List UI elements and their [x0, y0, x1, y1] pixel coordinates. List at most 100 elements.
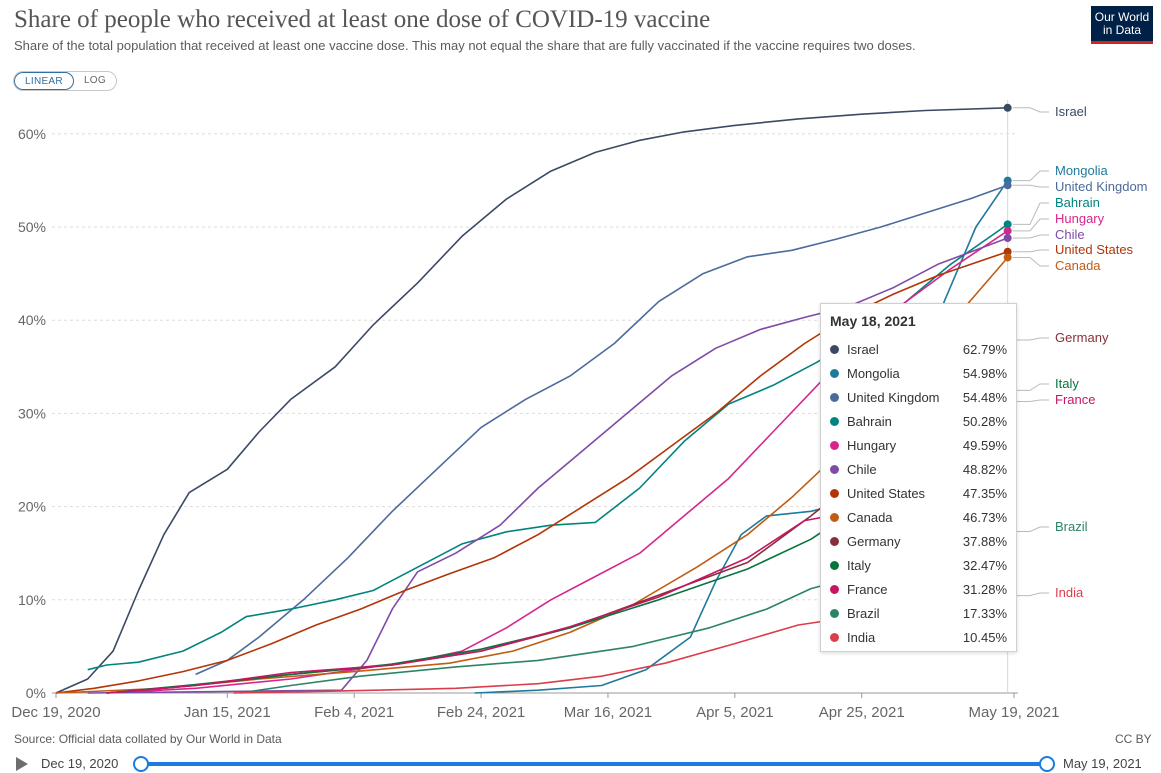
- tooltip-rows: Israel 62.79% Mongolia 54.98% United Kingdom…: [830, 337, 1007, 649]
- leader-mongolia: [1012, 170, 1049, 182]
- tooltip-series-value: 50.28%: [962, 413, 1007, 429]
- tooltip-series-name: Israel: [847, 341, 879, 357]
- log-scale-button[interactable]: LOG: [83, 75, 106, 86]
- leader-hungary: [1012, 218, 1049, 232]
- x-tick-label: Apr 25, 2021: [819, 704, 905, 721]
- tooltip-series-value: 49.59%: [962, 437, 1007, 453]
- y-tick-label: 40%: [18, 312, 46, 328]
- end-label-united-states: United States: [1055, 242, 1134, 257]
- timeline-end-handle[interactable]: [1039, 756, 1055, 772]
- end-label-israel: Israel: [1055, 104, 1087, 119]
- x-tick-label: Apr 5, 2021: [696, 704, 774, 721]
- series-color-dot-icon: [830, 584, 839, 594]
- leader-israel: [1012, 107, 1049, 113]
- owid-logo[interactable]: Our World in Data: [1091, 6, 1153, 44]
- tooltip-row: Italy 32.47%: [830, 553, 1007, 577]
- y-tick-label: 20%: [18, 499, 46, 515]
- chart-subtitle: Share of the total population that recei…: [14, 38, 916, 53]
- tooltip-series-value: 37.88%: [962, 533, 1007, 549]
- end-marker-hungary: [1003, 226, 1012, 235]
- tooltip-series-name: United States: [847, 485, 926, 501]
- leader-chile: [1012, 234, 1049, 239]
- timeline-track[interactable]: [141, 762, 1047, 766]
- tooltip-row: Israel 62.79%: [830, 337, 1007, 361]
- timeline-start-date: Dec 19, 2020: [41, 756, 119, 771]
- source-note[interactable]: Source: Official data collated by Our Wo…: [14, 732, 282, 746]
- y-tick-label: 30%: [18, 405, 46, 421]
- end-label-canada: Canada: [1055, 258, 1101, 273]
- end-label-chile: Chile: [1055, 227, 1085, 242]
- play-icon[interactable]: [16, 757, 28, 771]
- tooltip-row: United Kingdom 54.48%: [830, 385, 1007, 409]
- tooltip-series-value: 48.82%: [962, 461, 1007, 477]
- end-label-germany: Germany: [1055, 330, 1109, 345]
- x-tick-label: Feb 4, 2021: [314, 704, 394, 721]
- end-label-brazil: Brazil: [1055, 519, 1088, 534]
- series-color-dot-icon: [830, 416, 839, 426]
- tooltip-series-value: 62.79%: [962, 341, 1007, 357]
- series-color-dot-icon: [830, 512, 839, 522]
- leader-united-states: [1012, 249, 1049, 253]
- tooltip-series-value: 54.48%: [962, 389, 1007, 405]
- tooltip-row: Mongolia 54.98%: [830, 361, 1007, 385]
- end-marker-bahrain: [1003, 220, 1012, 229]
- timeline-start-handle[interactable]: [133, 756, 149, 772]
- x-tick-label: Mar 16, 2021: [564, 704, 652, 721]
- end-marker-israel: [1003, 103, 1012, 112]
- end-label-italy: Italy: [1055, 376, 1079, 391]
- tooltip-series-name: Bahrain: [847, 413, 892, 429]
- tooltip-series-name: Germany: [847, 533, 901, 549]
- tooltip-row: India 10.45%: [830, 625, 1007, 649]
- x-tick-label: May 19, 2021: [969, 704, 1060, 721]
- series-color-dot-icon: [830, 368, 839, 378]
- tooltip-row: Hungary 49.59%: [830, 433, 1007, 457]
- leader-brazil: [1012, 526, 1049, 532]
- tooltip-series-name: Mongolia: [847, 365, 900, 381]
- series-color-dot-icon: [830, 608, 839, 618]
- x-tick-label: Feb 24, 2021: [437, 704, 525, 721]
- tooltip-row: Bahrain 50.28%: [830, 409, 1007, 433]
- series-line-israel: [55, 107, 1008, 694]
- timeline-end-date: May 19, 2021: [1063, 756, 1142, 771]
- leader-italy: [1012, 383, 1049, 391]
- tooltip-series-name: India: [847, 629, 876, 645]
- license-link[interactable]: CC BY: [1115, 732, 1152, 746]
- tooltip-series-value: 31.28%: [962, 581, 1007, 597]
- end-label-mongolia: Mongolia: [1055, 163, 1109, 178]
- tooltip-series-value: 32.47%: [962, 557, 1007, 573]
- tooltip-series-name: France: [847, 581, 888, 597]
- series-color-dot-icon: [830, 560, 839, 570]
- x-tick-label: Dec 19, 2020: [11, 704, 100, 721]
- hover-tooltip: May 18, 2021 Israel 62.79% Mongolia 54.98% U…: [820, 303, 1017, 652]
- tooltip-date: May 18, 2021: [830, 313, 916, 329]
- chart-title: Share of people who received at least on…: [14, 6, 711, 33]
- linear-scale-button[interactable]: LINEAR: [14, 72, 74, 90]
- end-marker-canada: [1003, 253, 1012, 262]
- leader-bahrain: [1012, 202, 1049, 225]
- end-marker-united-states: [1003, 247, 1012, 256]
- leader-canada: [1012, 256, 1049, 267]
- tooltip-series-name: Chile: [847, 461, 877, 477]
- tooltip-row: United States 47.35%: [830, 481, 1007, 505]
- tooltip-series-name: Brazil: [847, 605, 880, 621]
- series-color-dot-icon: [830, 344, 839, 354]
- y-tick-label: 60%: [18, 126, 46, 142]
- tooltip-series-name: Hungary: [847, 437, 897, 453]
- tooltip-series-value: 46.73%: [962, 509, 1007, 525]
- scale-toggle: LINEAR LOG: [13, 71, 117, 91]
- series-color-dot-icon: [830, 392, 839, 402]
- axes: 0% 10% 20% 30% 40% 50% 60% Dec 19, 2020 Jan 15, …: [11, 126, 1059, 721]
- tooltip-row: Brazil 17.33%: [830, 601, 1007, 625]
- tooltip-series-name: Italy: [847, 557, 871, 573]
- end-label-united-kingdom: United Kingdom: [1055, 179, 1148, 194]
- end-marker-chile: [1003, 233, 1012, 242]
- series-color-dot-icon: [830, 536, 839, 546]
- logo-line-1: Our World: [1094, 10, 1150, 24]
- y-tick-label: 50%: [18, 219, 46, 235]
- end-label-hungary: Hungary: [1055, 211, 1105, 226]
- end-marker-united-kingdom: [1003, 181, 1012, 190]
- timeline: Dec 19, 2020 May 19, 2021: [0, 752, 1161, 773]
- leader-united-kingdom: [1012, 184, 1049, 188]
- tooltip-series-value: 47.35%: [962, 485, 1007, 501]
